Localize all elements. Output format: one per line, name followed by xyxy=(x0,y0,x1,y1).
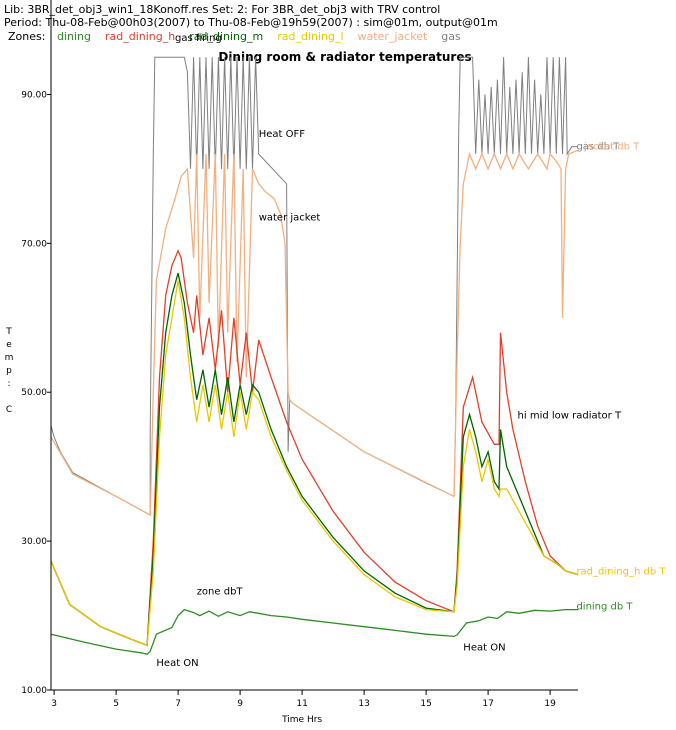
series-end-label: gas db T xyxy=(576,142,620,153)
series-end-label: dining db T xyxy=(576,602,633,613)
chart-title: Dining room & radiator temperatures xyxy=(218,50,471,64)
series-line-rad-dining-m xyxy=(50,272,579,647)
annotation-label: Heat ON xyxy=(156,658,198,669)
x-tick-label: 17 xyxy=(482,699,493,709)
x-tick-label: 15 xyxy=(420,699,431,709)
zone-dining: dining xyxy=(56,30,91,43)
annotation-label: zone dbT xyxy=(197,587,244,598)
x-tick-label: 9 xyxy=(237,699,243,709)
annotation-label: Heat ON xyxy=(463,643,505,654)
x-tick-label: 19 xyxy=(544,699,556,709)
annotation-label: water jacket xyxy=(259,212,321,223)
y-tick-label: 70.00 xyxy=(21,239,47,249)
series-line-rad-dining-h xyxy=(50,249,579,647)
y-tick-label: 50.00 xyxy=(21,388,47,398)
zones-label: Zones: xyxy=(8,30,46,43)
library-info: Lib: 3BR_det_obj3_win1_18Konoff.res Set:… xyxy=(4,3,441,16)
zone-gas: gas xyxy=(441,30,461,43)
series-line-dining xyxy=(50,608,578,656)
x-axis-label: Time Hrs xyxy=(281,715,322,725)
y-tick-label: 10.00 xyxy=(21,686,47,696)
x-tick-label: 11 xyxy=(296,699,307,709)
series-line-gas xyxy=(50,56,578,516)
zone-rad-dining-h: rad_dining_h xyxy=(104,30,176,43)
y-tick-label: 30.00 xyxy=(21,537,47,547)
period-info: Period: Thu-08-Feb@00h03(2007) to Thu-08… xyxy=(4,16,498,29)
series-end-label: jacket db T xyxy=(583,142,640,153)
annotation-label: Heat OFF xyxy=(259,129,306,140)
series-line-rad-dining-l xyxy=(50,280,579,647)
annotation-label: hi mid low radiator T xyxy=(518,410,622,421)
series-end-label: rad_dining_h db T xyxy=(576,567,666,578)
labels-layer: gas firing Heat OFF water jacket hi mid low… xyxy=(156,33,666,669)
x-tick-label: 13 xyxy=(358,699,369,709)
x-tick-label: 5 xyxy=(113,699,119,709)
annotation-label: gas firing xyxy=(175,33,222,44)
series-layer xyxy=(50,56,579,656)
zone-rad-dining-l: rad_dining_l xyxy=(277,30,344,43)
zone-water-jacket: water_jacket xyxy=(357,30,428,43)
series-line-water-jacket xyxy=(50,149,579,517)
x-tick-label: 7 xyxy=(175,699,181,709)
zone-rad-dining-m: rad_dining_m xyxy=(189,30,264,43)
x-tick-label: 3 xyxy=(51,699,57,709)
y-tick-label: 90.00 xyxy=(21,90,47,100)
zones-legend: Zones: dining rad_dining_h rad_dining_m rad… xyxy=(4,30,475,43)
axes-layer: 3 5 7 9 11 13 15 17 19 10.00 30.00 50.00 70.00 90.00 T… xyxy=(5,0,578,725)
